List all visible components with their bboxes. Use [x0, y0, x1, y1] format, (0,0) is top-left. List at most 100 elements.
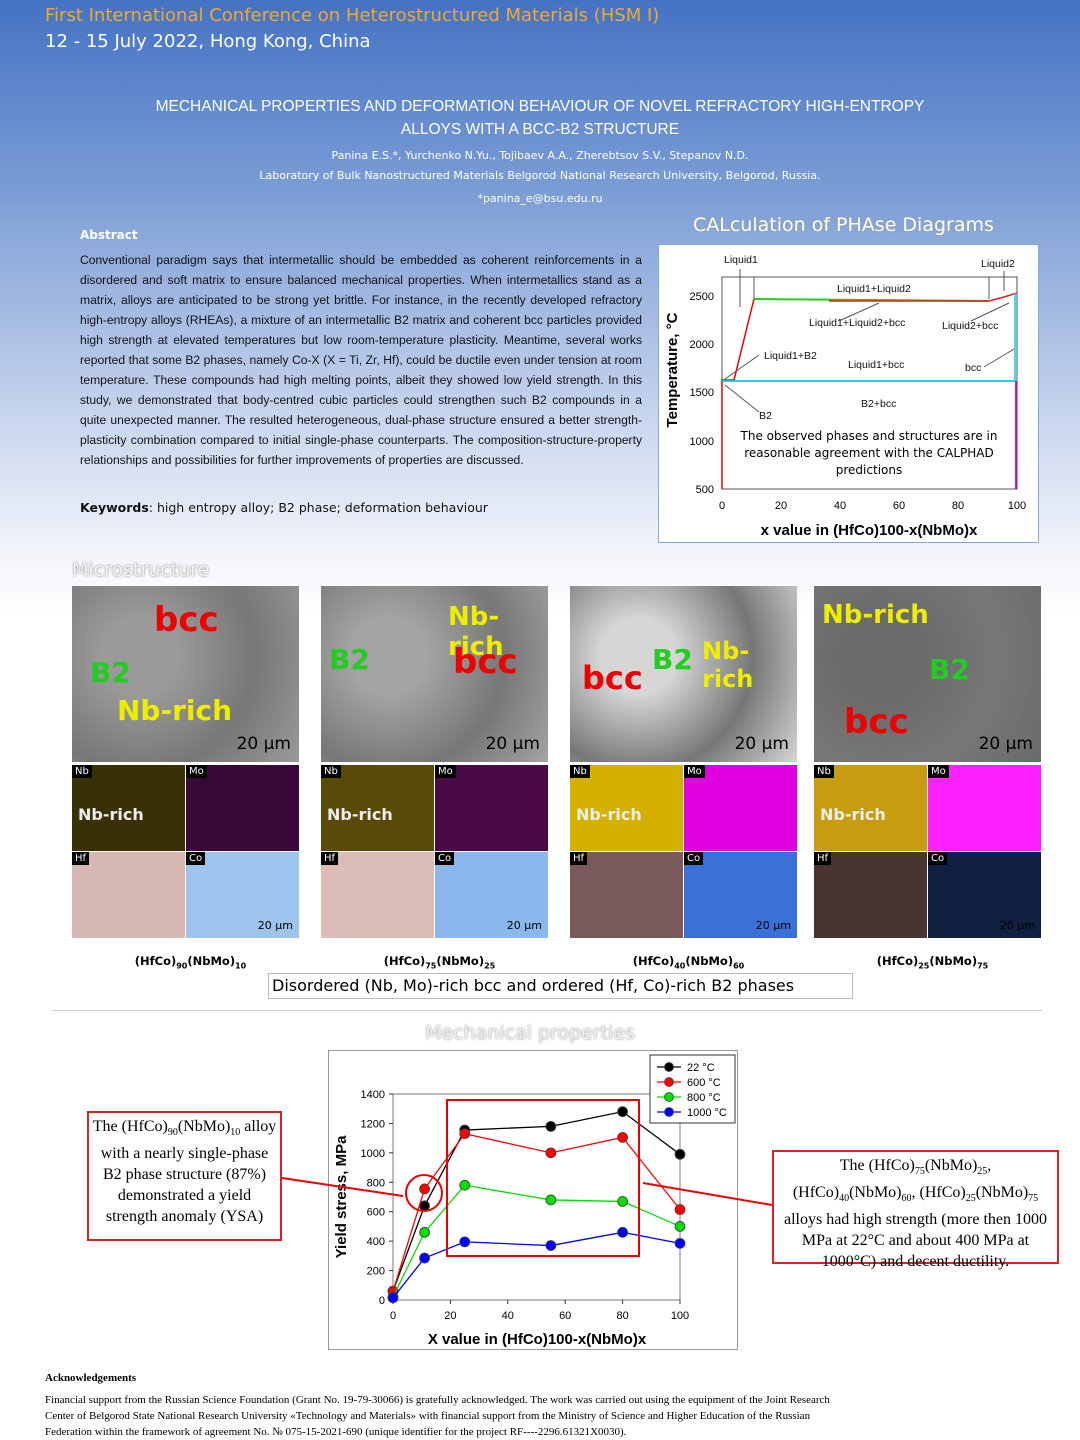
conference-dates: 12 - 15 July 2022, Hong Kong, China — [45, 31, 371, 52]
data-point — [674, 1221, 686, 1232]
keywords-label: Keywords — [80, 500, 149, 515]
y-tick: 500 — [696, 484, 714, 496]
x-tick-label: 0 — [390, 1310, 396, 1322]
element-tag: Mo — [186, 765, 207, 778]
data-point — [674, 1237, 686, 1249]
phase-label: bcc — [844, 702, 909, 742]
y-tick: 1000 — [690, 436, 714, 448]
keywords-text: : high entropy alloy; B2 phase; deformat… — [148, 500, 488, 515]
data-point — [617, 1132, 629, 1143]
eds-map-co: Co 20 µm — [684, 852, 797, 938]
eds-map-hf: Hf — [570, 852, 683, 938]
label-l1b2: Liquid1+B2 — [764, 350, 817, 362]
phase-label: Nb-rich — [117, 694, 233, 727]
x-tick-label: 80 — [616, 1310, 628, 1322]
element-tag: Nb — [570, 765, 590, 778]
eds-map-nb: Nb Nb-rich — [321, 765, 434, 851]
label-l1bcc: Liquid1+bcc — [848, 359, 904, 371]
data-point — [419, 1226, 430, 1238]
eds-map-nb: Nb Nb-rich — [570, 765, 683, 851]
data-point — [545, 1240, 557, 1251]
phase-label: Nb-rich — [822, 600, 929, 630]
x-tick-label: 60 — [559, 1310, 571, 1322]
sample-caption: (HfCo)90(NbMo)10 — [134, 954, 247, 971]
eds-map-hf: Hf — [814, 852, 927, 938]
x-tick: 20 — [775, 500, 787, 512]
sem-image: Nb-rich B2 bcc 20 µm — [814, 586, 1041, 762]
data-point — [419, 1183, 430, 1195]
legend-label: 22 °C — [687, 1062, 715, 1074]
calphad-diagram: 500 1000 1500 2000 2500 0 20 40 60 80 10… — [658, 244, 1039, 543]
scale-bar: 20 µm — [236, 734, 291, 754]
phase-label: B2 — [329, 643, 370, 676]
data-point — [617, 1196, 629, 1207]
eds-map-mo: Mo — [186, 765, 299, 851]
authors: Panina E.S.*, Yurchenko N.Yu., Tojibaev … — [331, 149, 749, 162]
element-tag: Hf — [570, 852, 588, 865]
phase-label: bcc — [453, 642, 518, 682]
calphad-xticks: 0 20 40 60 80 100 — [719, 500, 1026, 512]
yield-stress-chart: 0 200 400 600 800 1000 1200 1400 0 20 40 60 80 100 Yie… — [328, 1050, 738, 1350]
scale-bar: 20 µm — [734, 734, 789, 754]
affiliation: Laboratory of Bulk Nanostructured Materi… — [259, 169, 821, 182]
legend-marker — [664, 1092, 674, 1102]
element-tag: Co — [186, 852, 206, 865]
legend-marker — [664, 1107, 674, 1117]
element-tag: Hf — [814, 852, 832, 865]
contact-email: *panina_e@bsu.edu.ru — [477, 192, 603, 205]
note-ysa: The (HfCo)90(NbMo)10 alloy with a nearly… — [87, 1111, 282, 1241]
y-tick-label: 1400 — [361, 1089, 385, 1101]
data-point — [459, 1128, 471, 1140]
sample-caption: (HfCo)25(NbMo)75 — [876, 954, 989, 971]
title-line-2: ALLOYS WITH A BCC-B2 STRUCTURE — [400, 121, 680, 138]
map-label: Nb-rich — [820, 805, 886, 824]
scale-bar: 20 µm — [485, 734, 540, 754]
eds-map-nb: Nb Nb-rich — [814, 765, 927, 851]
scale-bar: 20 µm — [257, 919, 293, 932]
element-tag: Hf — [321, 852, 339, 865]
x-tick: 40 — [834, 500, 846, 512]
phase-label: B2 — [929, 653, 970, 686]
title-line-1: MECHANICAL PROPERTIES AND DEFORMATION BE… — [155, 98, 925, 115]
data-point — [674, 1204, 686, 1215]
map-label: Nb-rich — [327, 805, 393, 824]
element-tag: Mo — [435, 765, 456, 778]
sem-image: bcc B2 Nb-rich 20 µm — [72, 586, 299, 762]
phase-label: bcc — [154, 600, 219, 640]
element-tag: Nb — [321, 765, 341, 778]
x-tick-label: 100 — [671, 1310, 689, 1322]
data-point — [674, 1148, 686, 1160]
calphad-ylabel: Temperature, °C — [664, 312, 681, 427]
phase-label: Nb-rich — [702, 637, 754, 693]
sample-caption: (HfCo)40(NbMo)60 — [632, 954, 745, 971]
y-tick-label: 200 — [367, 1266, 385, 1278]
y-tick-label: 0 — [379, 1295, 385, 1307]
label-liquid2: Liquid2 — [981, 258, 1015, 270]
series-line-0 — [392, 1110, 681, 1292]
element-tag: Co — [928, 852, 948, 865]
phase-label: Nb-rich — [448, 602, 504, 662]
legend-label: 1000 °C — [687, 1107, 727, 1119]
acknowledgements-text: Financial support from the Russian Scien… — [45, 1394, 830, 1438]
data-point — [545, 1147, 557, 1159]
acknowledgements-heading: Acknowledgements — [45, 1372, 137, 1384]
y-tick-label: 800 — [367, 1177, 385, 1189]
element-tag: Co — [435, 852, 455, 865]
y-tick-label: 400 — [367, 1236, 385, 1248]
scale-bar: 20 µm — [999, 919, 1035, 932]
label-bcc: bcc — [965, 362, 981, 374]
x-tick: 0 — [719, 500, 725, 512]
eds-map-mo: Mo — [928, 765, 1041, 851]
y-tick: 2500 — [690, 291, 714, 303]
data-point — [617, 1106, 629, 1118]
label-b2bcc: B2+bcc — [861, 398, 896, 410]
sem-image: bcc B2 Nb-rich 20 µm — [570, 586, 797, 762]
legend-marker — [664, 1077, 674, 1087]
x-tick: 80 — [952, 500, 964, 512]
phase-label: B2 — [652, 643, 693, 676]
divider — [52, 1010, 1042, 1011]
phase-label: bcc — [582, 659, 643, 697]
legend-marker — [664, 1062, 674, 1072]
eds-map-co: Co 20 µm — [928, 852, 1041, 938]
sample-caption: (HfCo)75(NbMo)25 — [383, 954, 496, 971]
